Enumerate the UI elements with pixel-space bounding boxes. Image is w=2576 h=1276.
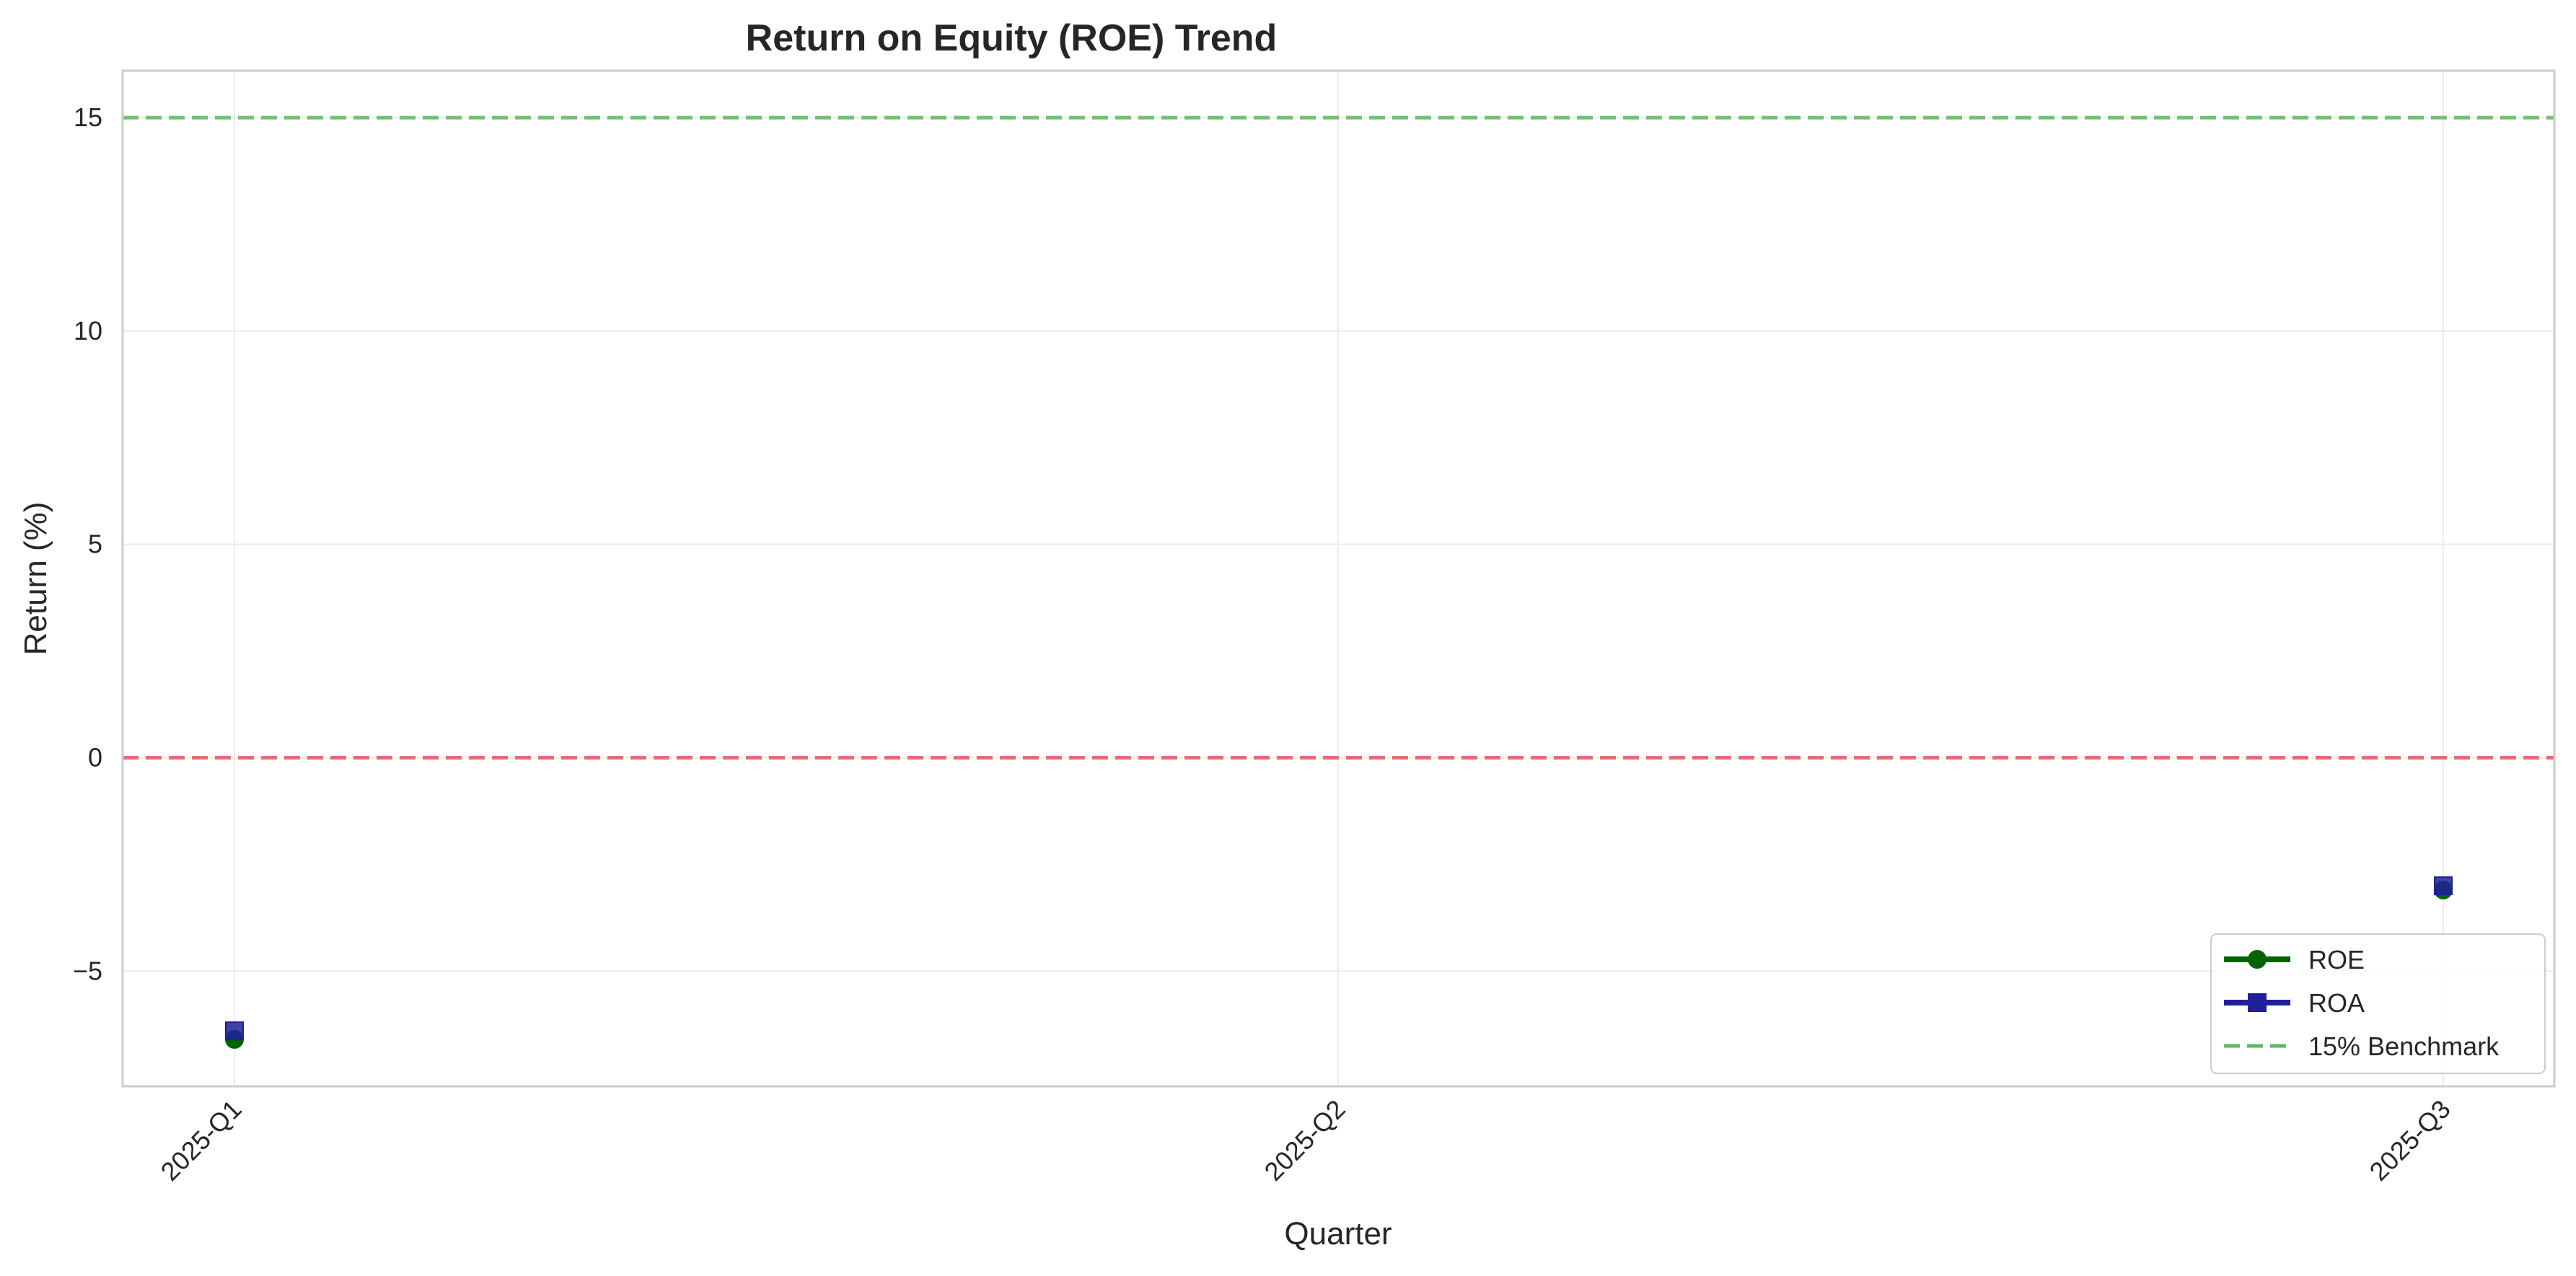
series [225,876,2453,1049]
y-tick-label: 10 [74,316,102,346]
y-tick-label: 15 [74,102,102,132]
reference-lines [123,115,2554,760]
legend-roe-marker [2248,950,2267,969]
y-tick-label: −5 [73,956,102,985]
legend: ROE ROA 15% Benchmark [2210,933,2546,1074]
y-axis-ticks: −5 0 5 10 15 [73,102,102,985]
legend-roa-label: ROA [2308,988,2365,1018]
grid [123,71,2554,1086]
legend-roa-marker [2248,993,2267,1012]
legend-roe-label: ROE [2308,945,2365,974]
x-axis-ticks: 2025-Q1 2025-Q2 2025-Q3 [155,1094,2456,1187]
legend-benchmark-label: 15% Benchmark [2308,1031,2500,1061]
y-tick-label: 5 [88,529,102,559]
x-axis-label: Quarter [1284,1216,1392,1251]
roa-point [2434,876,2453,895]
y-tick-label: 0 [88,742,102,772]
legend-box [2210,933,2546,1074]
x-tick-label: 2025-Q2 [1259,1094,1351,1187]
y-axis-label: Return (%) [18,502,53,656]
plot-frame [121,69,2556,1088]
x-tick-label: 2025-Q3 [2364,1094,2456,1187]
roa-point [225,1021,244,1041]
chart-title: Return on Equity (ROE) Trend [746,17,1278,59]
x-tick-label: 2025-Q1 [155,1094,247,1187]
